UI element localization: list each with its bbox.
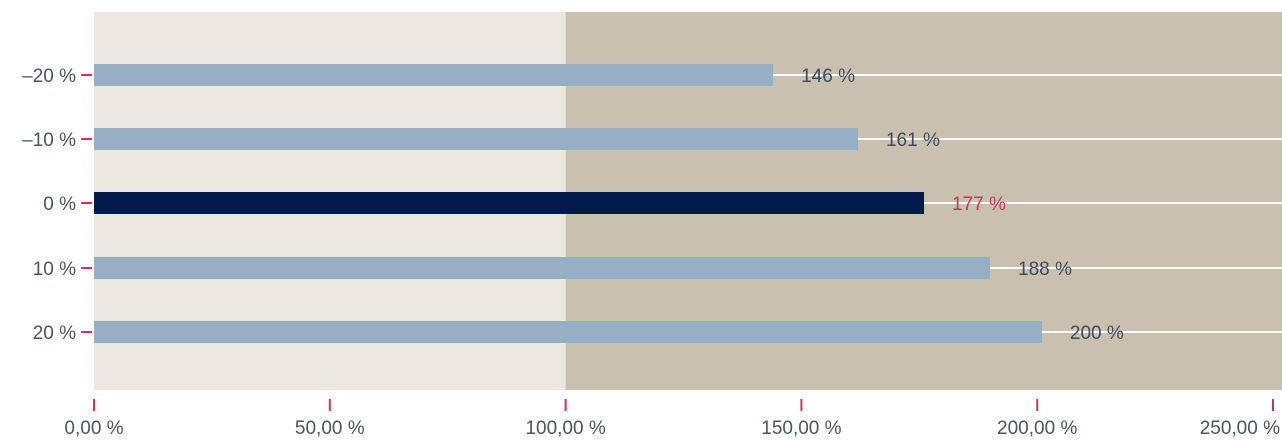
x-axis: 0,00 % 50,00 % 100,00 % 150,00 % 200,00 % 250… [64, 399, 1280, 439]
x-tick-label-4: 200,00 % [997, 418, 1077, 439]
x-tick-label-2: 100,00 % [525, 418, 605, 439]
data-label-4: 200 % [1070, 323, 1124, 344]
bar-2 [94, 192, 925, 214]
bar-0 [94, 64, 774, 86]
y-tick-label-2: 0 % [43, 194, 76, 215]
bar-3 [94, 257, 991, 279]
data-label-3: 188 % [1018, 259, 1072, 280]
y-axis: –20 % –10 % 0 % 10 % 20 % [22, 66, 92, 344]
x-tick-label-5: 250,00 % [1200, 418, 1280, 439]
y-tick-label-3: 10 % [33, 259, 76, 280]
data-labels: 146 % 161 % 177 % 188 % 200 % [801, 66, 1124, 344]
bars [94, 64, 1042, 343]
x-tick-label-3: 150,00 % [761, 418, 841, 439]
bar-1 [94, 128, 858, 150]
y-tick-label-1: –10 % [22, 130, 76, 151]
x-tick-label-0: 0,00 % [64, 418, 123, 439]
data-label-1: 161 % [886, 130, 940, 151]
y-tick-label-0: –20 % [22, 66, 76, 87]
y-tick-label-4: 20 % [33, 323, 76, 344]
data-label-2: 177 % [952, 194, 1006, 215]
data-label-0: 146 % [801, 66, 855, 87]
x-tick-label-1: 50,00 % [295, 418, 365, 439]
bar-4 [94, 321, 1042, 343]
